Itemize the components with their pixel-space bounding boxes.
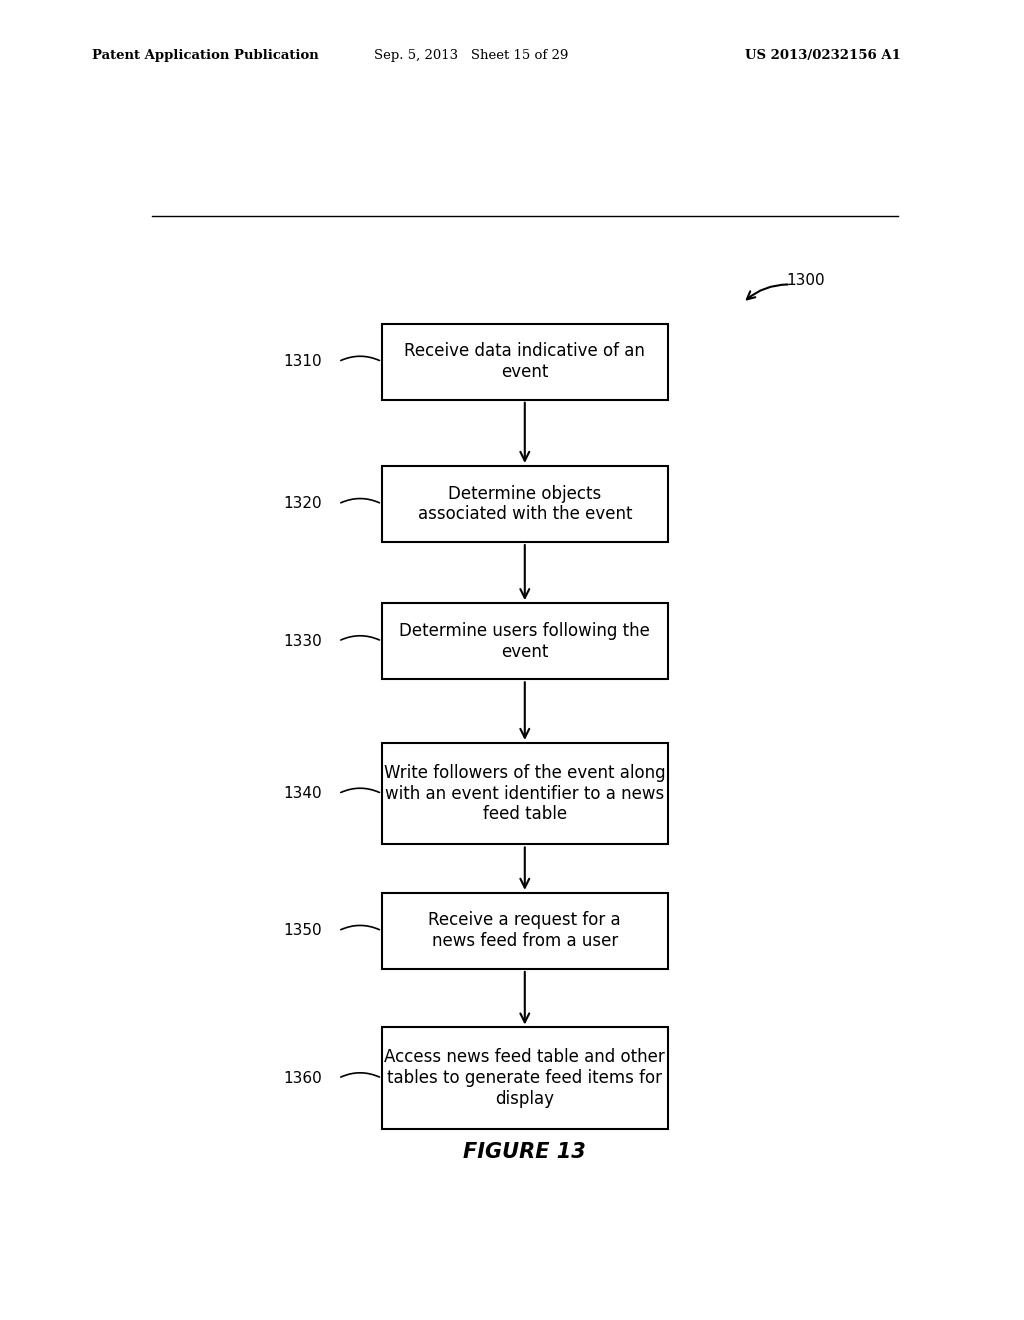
Text: Determine objects
associated with the event: Determine objects associated with the ev… bbox=[418, 484, 632, 523]
Text: FIGURE 13: FIGURE 13 bbox=[464, 1142, 586, 1163]
FancyBboxPatch shape bbox=[382, 466, 668, 543]
FancyBboxPatch shape bbox=[382, 1027, 668, 1129]
Text: 1330: 1330 bbox=[284, 634, 322, 648]
Text: 1340: 1340 bbox=[284, 787, 322, 801]
Text: 1360: 1360 bbox=[284, 1071, 322, 1086]
Text: 1320: 1320 bbox=[284, 496, 322, 511]
FancyBboxPatch shape bbox=[382, 323, 668, 400]
Text: 1300: 1300 bbox=[786, 273, 825, 288]
Text: Write followers of the event along
with an event identifier to a news
feed table: Write followers of the event along with … bbox=[384, 764, 666, 824]
FancyBboxPatch shape bbox=[382, 743, 668, 845]
FancyBboxPatch shape bbox=[382, 892, 668, 969]
Text: Determine users following the
event: Determine users following the event bbox=[399, 622, 650, 660]
FancyBboxPatch shape bbox=[382, 603, 668, 680]
Text: Receive data indicative of an
event: Receive data indicative of an event bbox=[404, 342, 645, 381]
Text: 1310: 1310 bbox=[284, 354, 322, 370]
Text: Access news feed table and other
tables to generate feed items for
display: Access news feed table and other tables … bbox=[384, 1048, 666, 1107]
Text: US 2013/0232156 A1: US 2013/0232156 A1 bbox=[745, 49, 901, 62]
Text: 1350: 1350 bbox=[284, 924, 322, 939]
Text: Patent Application Publication: Patent Application Publication bbox=[92, 49, 318, 62]
Text: Sep. 5, 2013   Sheet 15 of 29: Sep. 5, 2013 Sheet 15 of 29 bbox=[374, 49, 568, 62]
Text: Receive a request for a
news feed from a user: Receive a request for a news feed from a… bbox=[428, 912, 622, 950]
